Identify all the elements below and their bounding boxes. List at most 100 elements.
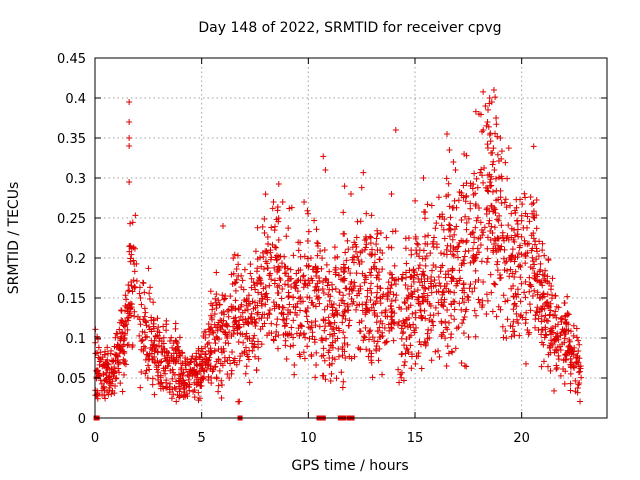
data-point — [410, 321, 417, 328]
data-point — [319, 285, 326, 292]
data-point — [487, 183, 494, 190]
data-point — [476, 111, 482, 117]
data-point — [147, 284, 154, 291]
data-point — [124, 326, 131, 333]
data-point — [143, 322, 150, 329]
data-point — [175, 347, 182, 354]
data-point — [400, 329, 407, 336]
data-point — [350, 298, 357, 305]
data-point — [235, 261, 242, 268]
data-point — [511, 300, 518, 307]
data-point — [314, 240, 321, 247]
data-point — [541, 272, 548, 279]
data-point — [344, 301, 351, 308]
data-point — [498, 173, 505, 180]
plot-frame — [94, 57, 608, 419]
data-point — [154, 357, 161, 364]
data-point — [494, 133, 501, 140]
data-point — [463, 226, 470, 233]
data-point — [357, 328, 364, 335]
data-point — [409, 310, 416, 317]
data-point — [139, 337, 146, 344]
data-point — [168, 355, 175, 362]
data-point — [318, 335, 325, 342]
data-point — [451, 306, 458, 313]
data-point — [127, 243, 134, 250]
data-point — [248, 284, 255, 291]
data-point — [367, 327, 374, 334]
data-point — [239, 277, 246, 284]
y-tick-label: 0.25 — [57, 212, 86, 227]
data-point — [440, 289, 447, 296]
data-point — [373, 298, 380, 305]
data-point — [287, 343, 294, 350]
data-point — [247, 270, 254, 277]
data-point — [395, 322, 402, 329]
data-point — [133, 278, 140, 285]
data-point — [570, 332, 577, 339]
data-point — [281, 263, 288, 270]
data-point — [208, 380, 215, 387]
data-point — [452, 345, 459, 352]
data-point — [367, 239, 374, 246]
data-point — [169, 344, 176, 351]
data-point — [240, 339, 247, 346]
data-point — [547, 367, 554, 374]
data-point — [470, 258, 477, 265]
data-point — [138, 338, 145, 345]
data-point — [266, 272, 273, 279]
data-point — [209, 327, 216, 334]
data-point — [117, 346, 124, 353]
data-point — [497, 306, 504, 313]
data-point — [280, 311, 287, 318]
data-point — [273, 328, 280, 335]
data-point — [177, 385, 184, 392]
data-point — [385, 321, 392, 328]
data-point — [563, 321, 570, 328]
data-point — [258, 300, 265, 307]
data-point — [313, 286, 320, 293]
data-point — [325, 291, 332, 298]
y-tick-label: 0.4 — [65, 92, 86, 107]
data-point — [515, 320, 522, 327]
data-point — [373, 241, 380, 248]
data-point — [325, 349, 332, 356]
data-point — [522, 360, 529, 367]
data-point — [285, 289, 292, 296]
data-point — [567, 361, 574, 368]
data-point — [341, 300, 348, 307]
data-point — [335, 353, 342, 360]
data-point — [96, 355, 103, 362]
data-point — [215, 382, 222, 389]
data-point — [220, 308, 227, 315]
data-point — [224, 307, 231, 314]
data-point — [433, 288, 440, 295]
data-point — [328, 370, 335, 377]
data-point — [132, 284, 139, 291]
data-point — [432, 348, 439, 355]
data-point — [432, 225, 439, 232]
data-point — [312, 303, 319, 310]
data-point — [94, 395, 101, 402]
data-point — [132, 212, 139, 219]
data-point — [119, 318, 126, 325]
data-point — [182, 362, 189, 369]
data-point — [418, 365, 425, 372]
data-point — [392, 281, 399, 288]
data-point — [444, 343, 451, 350]
data-point — [526, 288, 533, 295]
data-point — [527, 264, 534, 271]
data-point — [315, 294, 322, 301]
data-point — [235, 398, 242, 405]
data-point — [561, 300, 568, 307]
data-point — [115, 342, 122, 349]
data-point — [373, 347, 380, 354]
data-point — [380, 291, 387, 298]
data-point — [484, 187, 491, 194]
data-point — [323, 261, 330, 268]
data-point — [228, 271, 235, 278]
data-point — [442, 324, 449, 331]
data-point — [544, 278, 551, 285]
data-point — [320, 317, 327, 324]
data-point — [262, 191, 269, 198]
